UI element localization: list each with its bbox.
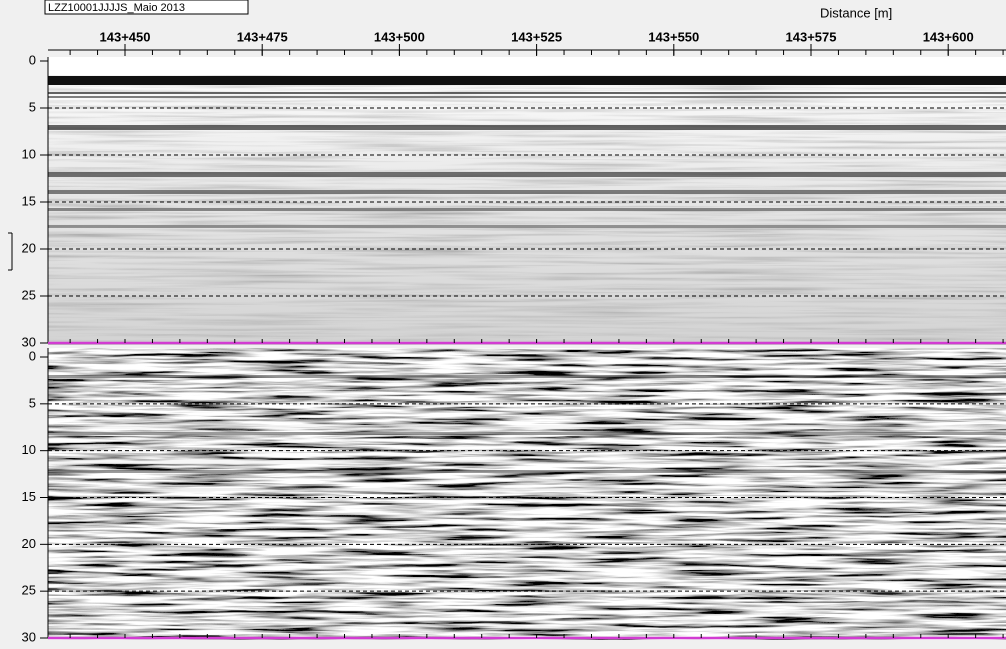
depth-tick-label: 0 <box>29 52 36 67</box>
reflector-band <box>48 432 1006 435</box>
reflector-band <box>48 225 1006 228</box>
reflector-band <box>48 92 1006 94</box>
depth-tick-label: 15 <box>22 193 36 208</box>
distance-tick-label: 143+525 <box>511 29 562 44</box>
distance-tick-label: 143+450 <box>100 29 151 44</box>
axis-title: Distance [m] <box>820 5 892 20</box>
depth-tick-label: 0 <box>29 348 36 363</box>
radargram-texture <box>48 348 1006 640</box>
depth-tick-label: 5 <box>29 395 36 410</box>
bracket <box>8 233 12 270</box>
distance-tick-label: 143+475 <box>237 29 288 44</box>
reflector-band <box>48 208 1006 211</box>
distance-tick-label: 143+500 <box>374 29 425 44</box>
reflector-band <box>48 488 1006 491</box>
distance-tick-label: 143+550 <box>648 29 699 44</box>
surface-white <box>48 57 1006 75</box>
radargram-view: LZZ10001JJJJS_Maio 2013 Distance [m] 143… <box>0 0 1006 644</box>
depth-tick-label: 15 <box>22 489 36 504</box>
reflector-band <box>48 470 1006 473</box>
reflector-band <box>48 375 1006 378</box>
depth-tick-label: 20 <box>22 240 36 255</box>
depth-tick-label: 25 <box>22 583 36 598</box>
depth-tick-label: 10 <box>22 146 36 161</box>
reflector-band <box>48 460 1006 464</box>
distance-tick-label: 143+600 <box>923 29 974 44</box>
distance-tick-label: 143+575 <box>786 29 837 44</box>
depth-tick-label: 20 <box>22 536 36 551</box>
depth-tick-label: 30 <box>22 334 36 349</box>
surface-reflection <box>48 76 1006 85</box>
radargram-fade <box>48 57 1006 345</box>
reflector-band <box>48 125 1006 130</box>
reflector-band <box>48 190 1006 194</box>
reflector-band <box>48 96 1006 98</box>
depth-tick-label: 5 <box>29 99 36 114</box>
depth-tick-label: 30 <box>22 629 36 644</box>
file-label: LZZ10001JJJJS_Maio 2013 <box>48 2 185 14</box>
depth-tick-label: 25 <box>22 287 36 302</box>
depth-tick-label: 10 <box>22 442 36 457</box>
body: {"file_label": "LZZ10001JJJJS_Maio 2013"… <box>0 0 1006 644</box>
reflector-band <box>48 425 1006 429</box>
page: Radargram body { margin: 0; width: 1006p… <box>0 0 1006 644</box>
reflector-band <box>48 172 1006 177</box>
